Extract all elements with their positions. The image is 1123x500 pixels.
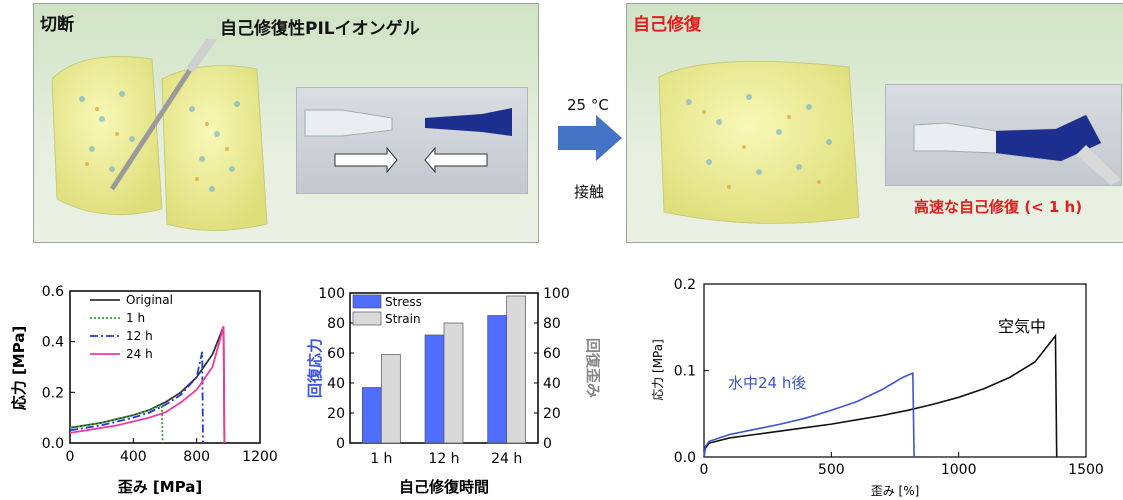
chart1-xtick-label: 0 [66,449,75,465]
chart2-ytick-label-left: 100 [318,286,345,302]
chart2-ytick-label-left: 60 [327,346,345,362]
chart1-ylabel: 応力 [MPa] [10,326,28,411]
chart-stress-strain-healing: 0 400 800 1200 0.0 0.2 0.4 0.6 Original 1 h 12 h 2… [10,284,278,496]
chart1-legend-label: 12 h [126,329,153,343]
chart3-annotation-air: 空気中 [998,317,1046,336]
panel-cut: 切断 自己修復性PILイオンゲル [33,3,539,243]
temperature-label: 25 °C [567,96,609,114]
panel-healed-title: 自己修復 [633,15,701,35]
chart1-ytick-label: 0.0 [42,436,64,452]
panel-healed: 自己修復 高速な自己修復 (< 1 h) [626,3,1123,243]
chart2-ytick-label-right: 20 [543,406,561,422]
chart2-xtick-label: 1 h [370,451,392,467]
gel-strips-drawing [304,108,512,174]
chart2-ytick-label-left: 40 [327,376,345,392]
chart1-lines [69,326,226,444]
chart2-bar [443,322,464,444]
chart1-legend-label: 24 h [126,347,153,361]
gel-block-healed-illustration [658,60,860,224]
chart1-legend-label: Original [126,293,173,307]
chart2-legend-label: Strain [385,312,421,326]
chart2-xlabel: 自己修復時間 [399,478,489,496]
chart2-ytick-label-right: 60 [543,346,561,362]
chart1-legend-label: 1 h [126,311,145,325]
chart1-xtick-label: 400 [120,449,147,465]
chart2-legend-swatch [352,311,382,326]
process-arrow-icon [558,115,622,161]
chart3-series-line [703,371,915,458]
chart3-xtick-label: 1500 [1068,462,1104,478]
chart1-xlabel: 歪み [MPa] [118,478,203,496]
chart3-axes [703,283,1087,458]
chart1-series-line [69,351,204,444]
chart2-bar [424,334,445,444]
panel-cut-title: 自己修復性PILイオンゲル [220,19,420,39]
chart3-ytick-label: 0.1 [674,364,696,380]
chart2-ytick-label-right: 0 [543,436,552,452]
chart3-ticks: 0 500 1000 1500 0.0 0.1 0.2 [674,277,1104,478]
chart-air-vs-water: 0 500 1000 1500 0.0 0.1 0.2 歪み [%] 応力 [MPa] 空気… [651,277,1104,498]
chart2-bar [380,354,401,444]
chart3-xtick-label: 1000 [941,462,977,478]
chart3-xlabel: 歪み [%] [871,484,920,498]
chart-recovery-bars: 0 0 20 20 40 40 60 60 80 80 100 100 1 h 12 h 24 h Stre… [306,286,600,496]
chart3-series-line [703,333,1058,458]
chart2-bar [506,295,527,444]
chart1-series-line [69,403,164,444]
chart2-ticks: 0 0 20 20 40 40 60 60 80 80 100 100 1 h 12 h 24 h [318,286,569,467]
chart3-xtick-label: 500 [818,462,845,478]
chart1-legend: Original 1 h 12 h 24 h [90,293,173,361]
contact-label: 接触 [574,183,605,201]
chart3-lines [703,333,1058,458]
chart3-xtick-label: 0 [700,462,709,478]
chart2-ytick-label-right: 100 [543,286,570,302]
chart2-ytick-label-right: 40 [543,376,561,392]
chart2-ylabel-left: 回復応力 [306,338,324,398]
chart1-xtick-label: 800 [183,449,210,465]
chart1-xtick-label: 1200 [242,449,278,465]
chart3-ytick-label: 0.2 [674,277,696,293]
panel-cut-label: 切断 [40,15,74,35]
chart2-legend-label: Stress [385,295,422,309]
chart2-legend-swatch [352,294,382,309]
chart1-ytick-label: 0.2 [42,385,64,401]
chart2-xtick-label: 12 h [428,451,459,467]
fast-healing-label: 高速な自己修復 (< 1 h) [914,198,1083,216]
gel-block-cut-illustration [51,39,268,231]
chart2-bars [361,295,527,444]
chart2-legend: Stress Strain [352,294,422,326]
chart3-ylabel: 応力 [MPa] [651,339,665,401]
chart2-ytick-label-left: 0 [336,436,345,452]
chart3-ytick-label: 0.0 [674,450,696,466]
chart1-ytick-label: 0.4 [42,335,64,351]
chart2-ylabel-right: 回復歪み [584,338,600,398]
chart1-series-line [69,326,226,444]
healed-strip-drawing [913,114,1121,185]
gel-strips-photo [296,87,528,194]
chart2-xtick-label: 24 h [491,451,522,467]
chart3-annotation-water: 水中24 h後 [728,374,806,392]
chart1-axes [69,290,261,444]
chart1-ytick-label: 0.6 [42,284,64,300]
chart1-ticks: 0 400 800 1200 0.0 0.2 0.4 0.6 [42,284,278,465]
chart2-bar [487,315,508,444]
chart2-ytick-label-left: 80 [327,316,345,332]
chart2-ytick-label-left: 20 [327,406,345,422]
chart2-ytick-label-right: 80 [543,316,561,332]
healed-strip-photo [885,84,1122,186]
chart2-bar [361,387,382,444]
